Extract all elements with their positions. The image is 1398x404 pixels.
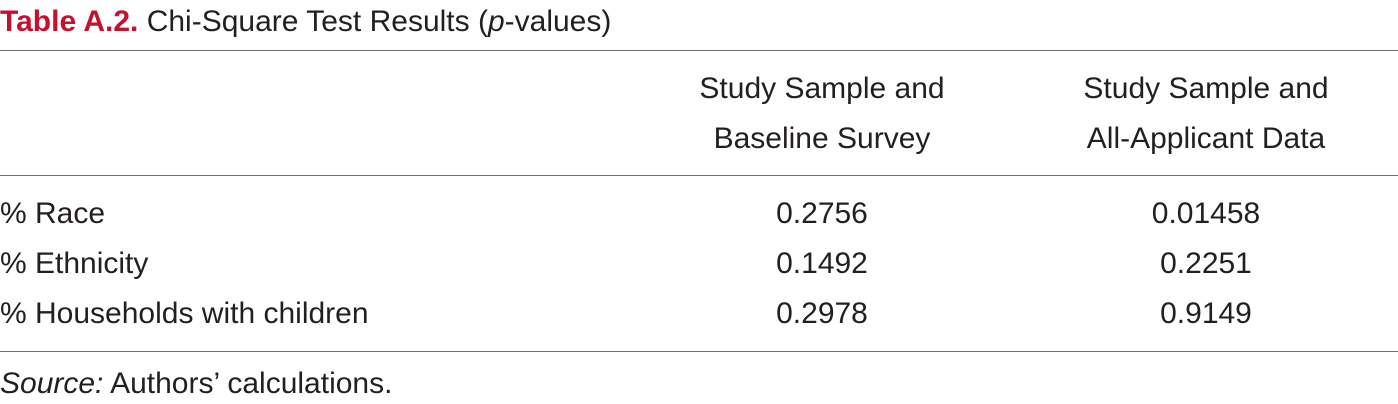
row-label: % Race	[0, 197, 106, 230]
bottom-rule	[0, 351, 1398, 352]
column-header-line: All-Applicant Data	[1086, 122, 1326, 155]
header-rule	[0, 175, 1398, 176]
column-header-baseline-survey: Study Sample and Baseline Survey	[662, 64, 982, 164]
row-label: % Households with children	[0, 297, 369, 330]
cell-value: 0.2251	[1160, 247, 1252, 280]
cell-value: 0.1492	[776, 247, 868, 280]
table-title: Table A.2. Chi-Square Test Results (p-va…	[0, 2, 611, 42]
title-text-after: -values)	[504, 5, 612, 38]
cell-value: 0.2978	[776, 297, 868, 330]
column-header-line: Baseline Survey	[713, 122, 931, 155]
table-row: % Households with children 0.2978 0.9149	[0, 289, 1398, 339]
cell-value: 0.9149	[1160, 297, 1252, 330]
column-header-all-applicant-data: Study Sample and All-Applicant Data	[1046, 64, 1366, 164]
table-row: % Ethnicity 0.1492 0.2251	[0, 239, 1398, 289]
cell-value: 0.01458	[1151, 197, 1261, 230]
column-header-line: Study Sample and	[1083, 72, 1329, 105]
table-number: Table A.2.	[0, 5, 139, 38]
title-text-before: Chi-Square Test Results (	[138, 5, 488, 38]
source-text: Authors’ calculations.	[103, 367, 393, 400]
source-label: Source:	[0, 367, 104, 400]
table-row: % Race 0.2756 0.01458	[0, 189, 1398, 239]
cell-value: 0.2756	[776, 197, 868, 230]
title-italic-p: p	[487, 5, 505, 38]
source-note: Source: Authors’ calculations.	[0, 364, 392, 404]
column-header-line: Study Sample and	[699, 72, 945, 105]
top-rule	[0, 50, 1398, 51]
row-label: % Ethnicity	[0, 247, 149, 280]
